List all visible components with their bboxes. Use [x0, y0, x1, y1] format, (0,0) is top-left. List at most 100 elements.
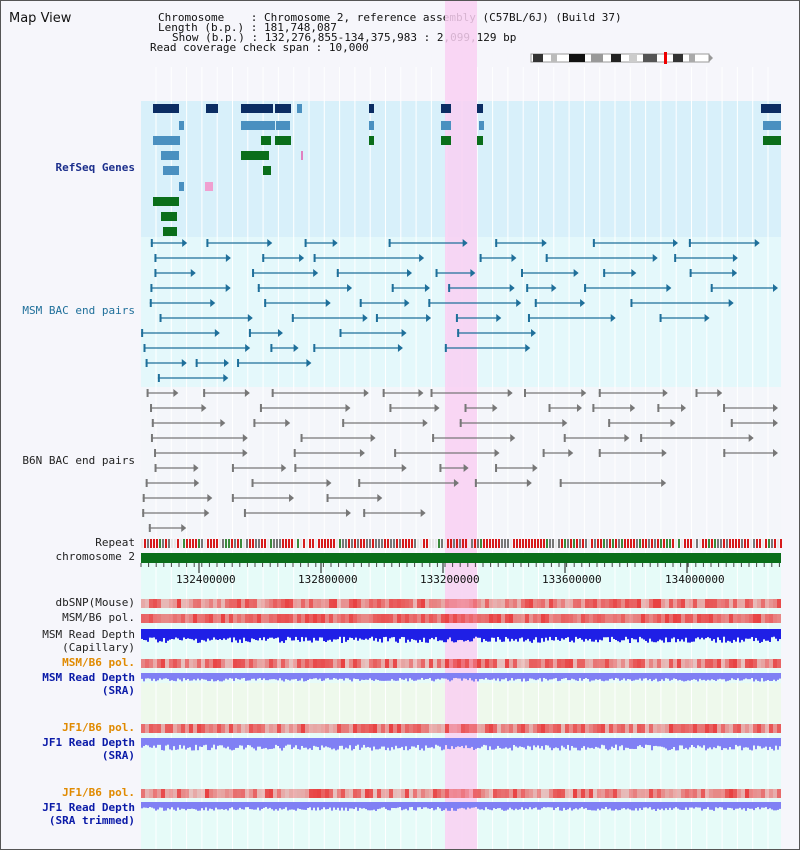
- read-depth-bar: [695, 673, 697, 680]
- refseq-gene: [297, 104, 302, 113]
- polymorphism-cell: [509, 659, 513, 668]
- polymorphism-cell: [745, 724, 749, 733]
- b6n-bac-pair-end: [661, 449, 667, 457]
- polymorphism-cell: [177, 659, 181, 668]
- track-label-repeat[interactable]: Repeat: [95, 536, 135, 549]
- read-depth-bar: [661, 629, 663, 641]
- read-depth-bar: [639, 629, 641, 637]
- read-depth-bar: [471, 802, 473, 808]
- track-label-refseq-genes[interactable]: RefSeq Genes: [55, 161, 135, 174]
- read-depth-bar: [159, 802, 161, 808]
- read-depth-bar: [747, 629, 749, 639]
- polymorphism-cell: [561, 789, 565, 798]
- read-depth-bar: [441, 738, 443, 751]
- read-depth-bar: [367, 802, 369, 811]
- repeat-mark: [597, 539, 599, 548]
- refseq-gene: [153, 197, 179, 206]
- polymorphism-cell: [305, 599, 309, 608]
- polymorphism-cell: [629, 599, 633, 608]
- read-depth-bar: [431, 802, 433, 808]
- track-label-dbsnp[interactable]: dbSNP(Mouse): [55, 596, 135, 609]
- read-depth-bar: [231, 802, 233, 808]
- repeat-mark: [615, 539, 617, 548]
- polymorphism-cell: [269, 659, 273, 668]
- polymorphism-cell: [765, 789, 769, 798]
- read-depth-bar: [725, 673, 727, 682]
- read-depth-bar: [399, 629, 401, 639]
- repeat-mark: [513, 539, 515, 548]
- track-label-msm-bac[interactable]: MSM BAC end pairs: [22, 304, 135, 317]
- read-depth-bar: [153, 738, 155, 746]
- polymorphism-cell: [669, 724, 673, 733]
- polymorphism-cell: [685, 724, 689, 733]
- read-depth-bar: [363, 673, 365, 681]
- polymorphism-cell: [213, 659, 217, 668]
- polymorphism-cell: [721, 789, 725, 798]
- chromosome-ideogram[interactable]: [529, 52, 715, 66]
- polymorphism-cell: [549, 659, 553, 668]
- b6n-bac-pair-end: [150, 404, 153, 412]
- refseq-gene: [369, 121, 374, 130]
- read-depth-bar: [563, 802, 565, 808]
- polymorphism-cell: [725, 599, 729, 608]
- read-depth-bar: [423, 738, 425, 751]
- polymorphism-cell: [761, 659, 765, 668]
- polymorphism-cell: [285, 724, 289, 733]
- repeat-mark: [462, 539, 464, 548]
- read-depth-bar: [259, 629, 261, 638]
- b6n-bac-pair-end: [523, 389, 526, 397]
- read-depth-bar: [615, 802, 617, 810]
- track-label-msm-b6-pol-2[interactable]: MSM/B6 pol.: [62, 656, 135, 669]
- chromosome-bar: [141, 553, 781, 563]
- read-depth-bar: [407, 673, 409, 682]
- read-depth-bar: [621, 738, 623, 746]
- read-depth-bar: [451, 738, 453, 747]
- read-depth-bar: [615, 629, 617, 641]
- polymorphism-cell: [413, 724, 417, 733]
- msm-bac-pair-end: [306, 359, 312, 367]
- read-depth-bar: [585, 673, 587, 679]
- repeat-mark: [180, 539, 182, 548]
- polymorphism-cell: [221, 724, 225, 733]
- track-label-jf1-b6-pol-2[interactable]: JF1/B6 pol.: [62, 786, 135, 799]
- track-label-msm-depth-sra[interactable]: MSM Read Depth: [42, 671, 135, 684]
- polymorphism-cell: [297, 659, 301, 668]
- msm-bac-pair-end: [270, 344, 273, 352]
- polymorphism-cell: [653, 599, 657, 608]
- read-depth-bar: [345, 802, 347, 808]
- polymorphism-cell: [265, 789, 269, 798]
- repeat-mark: [324, 539, 326, 548]
- read-depth-bar: [285, 673, 287, 680]
- read-depth-bar: [547, 673, 549, 681]
- b6n-bac-pair-end: [401, 464, 407, 472]
- read-depth-bar: [673, 802, 675, 809]
- read-depth-bar: [371, 738, 373, 751]
- read-depth-bar: [165, 629, 167, 643]
- read-depth-bar: [567, 802, 569, 810]
- read-depth-bar: [193, 738, 195, 751]
- polymorphism-cell: [689, 659, 693, 668]
- track-label-jf1-depth-sra[interactable]: JF1 Read Depth: [42, 736, 135, 749]
- read-depth-bar: [259, 673, 261, 679]
- read-depth-bar: [165, 673, 167, 679]
- track-label-msm-b6-pol-1[interactable]: MSM/B6 pol.: [62, 611, 135, 624]
- track-label-jf1-b6-pol-1[interactable]: JF1/B6 pol.: [62, 721, 135, 734]
- track-label-chromosome[interactable]: chromosome 2: [55, 550, 135, 563]
- track-label-b6n-bac[interactable]: B6N BAC end pairs: [22, 454, 135, 467]
- read-depth-bar: [215, 629, 217, 640]
- read-depth-bar: [367, 629, 369, 640]
- read-depth-bar: [189, 802, 191, 810]
- polymorphism-cell: [429, 789, 433, 798]
- read-depth-bar: [419, 738, 421, 751]
- polymorphism-cell: [421, 724, 425, 733]
- msm-bac-pair-end: [225, 254, 231, 262]
- read-depth-bar: [273, 802, 275, 811]
- polymorphism-cell: [649, 614, 653, 623]
- read-depth-bar: [247, 738, 249, 745]
- repeat-mark: [627, 539, 629, 548]
- track-label-jf1-depth-trim[interactable]: JF1 Read Depth: [42, 801, 135, 814]
- track-label-msm-depth-cap[interactable]: MSM Read Depth: [42, 628, 135, 641]
- polymorphism-cell: [557, 599, 561, 608]
- read-depth-bar: [681, 673, 683, 681]
